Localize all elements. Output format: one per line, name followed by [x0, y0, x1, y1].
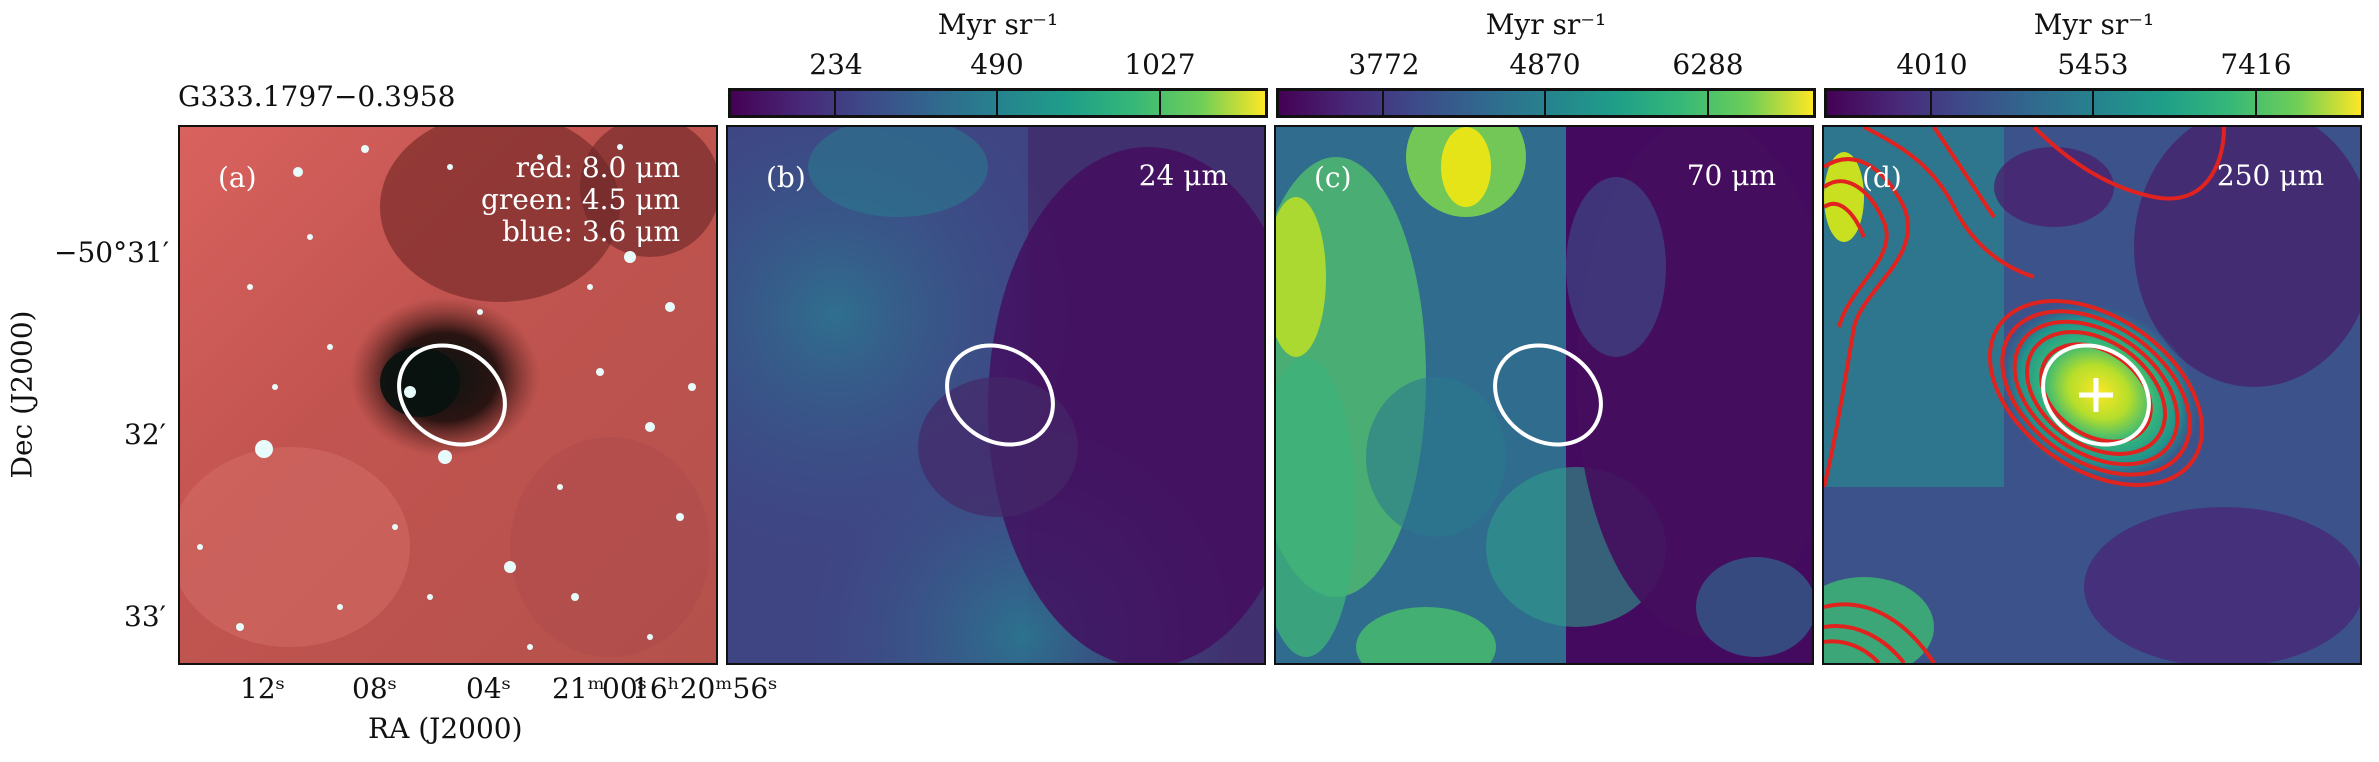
- colorbar-b-tick: 490: [970, 48, 1024, 81]
- x-tick-label: 16ʰ20ᵐ56ˢ: [632, 672, 778, 705]
- colorbar-c-tick: 6288: [1672, 48, 1744, 81]
- source-title: G333.1797−0.3958: [178, 80, 456, 113]
- panel-c-label: (c): [1314, 161, 1352, 194]
- y-tick-label: 33′: [124, 600, 166, 633]
- panel-d-250um-map: (d) 250 μm: [1822, 125, 2362, 665]
- colorbar-b-tick: 234: [809, 48, 863, 81]
- y-tick-label: −50°31′: [54, 236, 170, 269]
- colorbar-d-tick: 7416: [2220, 48, 2292, 81]
- panel-d-band: 250 μm: [2216, 159, 2324, 192]
- colorbar-b-gradient: [731, 91, 1265, 115]
- panel-c-band: 70 μm: [1686, 159, 1776, 192]
- panel-a-rgb-image: (a) red: 8.0 μm green: 4.5 μm blue: 3.6 …: [178, 125, 718, 665]
- panel-c-70um-map: (c) 70 μm: [1274, 125, 1814, 665]
- aperture-ellipse-b: [945, 343, 1055, 447]
- contour-lines: [1824, 127, 2226, 663]
- aperture-ellipse-d: [2041, 343, 2151, 447]
- colorbar-b: [728, 88, 1268, 118]
- colorbar-d-unit: Myr sr⁻¹: [2033, 8, 2155, 41]
- panel-b-canvas: [728, 127, 1264, 663]
- panel-d-canvas: [1824, 127, 2360, 663]
- panel-b-label: (b): [766, 161, 806, 194]
- panel-d-label: (d): [1862, 161, 1902, 194]
- x-tick-label: 08ˢ: [352, 672, 398, 705]
- x-tick-label: 00ˢ: [602, 672, 648, 705]
- panel-a-canvas: [180, 127, 716, 663]
- colorbar-b-tick: 1027: [1124, 48, 1196, 81]
- colorbar-c-tick: 3772: [1348, 48, 1420, 81]
- y-tick-label: 32′: [124, 418, 166, 451]
- colorbar-b-unit: Myr sr⁻¹: [937, 8, 1059, 41]
- y-axis-label: Dec (J2000): [5, 310, 39, 479]
- colorbar-d-gradient: [1827, 91, 2361, 115]
- colorbar-d-tick: 4010: [1896, 48, 1968, 81]
- colorbar-c: [1276, 88, 1816, 118]
- colorbar-c-gradient: [1279, 91, 1813, 115]
- peak-cross-marker: [2079, 378, 2113, 412]
- x-tick-label: 21ᵐ: [552, 672, 605, 705]
- x-tick-label: 04ˢ: [466, 672, 512, 705]
- legend-blue-channel: blue: 3.6 μm: [502, 215, 680, 248]
- colorbar-d-tick: 5453: [2057, 48, 2129, 81]
- panel-b-24um-map: (b) 24 μm: [726, 125, 1266, 665]
- colorbar-d: [1824, 88, 2364, 118]
- legend-green-channel: green: 4.5 μm: [481, 183, 680, 216]
- aperture-ellipse-a: [397, 343, 507, 447]
- aperture-ellipse-c: [1493, 343, 1603, 447]
- panel-a-label: (a): [218, 161, 257, 194]
- colorbar-c-tick: 4870: [1509, 48, 1581, 81]
- legend-red-channel: red: 8.0 μm: [515, 151, 680, 184]
- x-axis-label: RA (J2000): [368, 712, 523, 745]
- panel-c-canvas: [1276, 127, 1812, 663]
- colorbar-c-unit: Myr sr⁻¹: [1485, 8, 1607, 41]
- x-tick-label: 12ˢ: [240, 672, 286, 705]
- panel-b-band: 24 μm: [1138, 159, 1228, 192]
